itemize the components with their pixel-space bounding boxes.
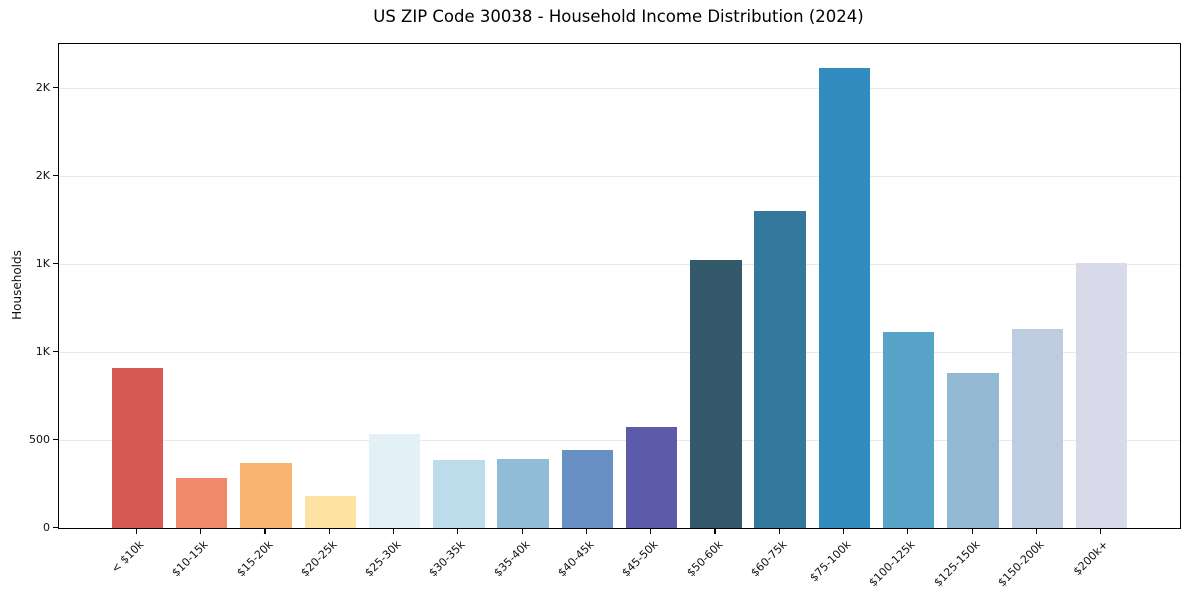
bar: [240, 462, 292, 528]
x-tick-mark: [393, 529, 395, 534]
x-tick-label: $20-25k: [298, 538, 340, 580]
y-tick-label: 1K: [35, 344, 50, 358]
y-tick-mark: [53, 350, 58, 352]
y-tick-label: 2K: [35, 168, 50, 182]
bar: [497, 459, 549, 528]
x-tick-label: $125-150k: [931, 538, 983, 590]
x-tick-label: $15-20k: [233, 538, 276, 580]
y-tick-mark: [53, 526, 58, 528]
y-gridline: [59, 176, 1180, 177]
x-tick-mark: [1035, 529, 1037, 534]
x-tick-mark: [328, 529, 330, 534]
x-tick-label: $40-45k: [555, 538, 597, 580]
x-tick-label: $150-200k: [995, 538, 1047, 590]
bar: [1011, 328, 1063, 528]
bar: [690, 260, 742, 528]
y-tick-label: 0: [43, 520, 50, 534]
chart-title: US ZIP Code 30038 - Household Income Dis…: [373, 7, 864, 26]
y-tick-label: 2K: [35, 80, 50, 94]
x-tick-mark: [778, 529, 780, 534]
y-tick-mark: [53, 174, 58, 176]
bar: [111, 367, 164, 528]
plot-area: [58, 43, 1181, 529]
x-tick-label: $10-15k: [169, 538, 211, 580]
x-tick-mark: [842, 529, 845, 534]
x-tick-mark: [200, 529, 202, 534]
x-tick-mark: [135, 529, 138, 534]
bar: [818, 67, 871, 528]
bar: [754, 211, 806, 528]
y-tick-label: 500: [29, 432, 50, 446]
bar: [304, 495, 356, 528]
y-gridline: [59, 264, 1180, 265]
x-tick-label: $30-35k: [426, 538, 469, 580]
y-tick-label: 1K: [35, 256, 50, 270]
x-tick-mark: [264, 529, 266, 534]
x-tick-mark: [585, 529, 588, 534]
y-tick-mark: [53, 438, 58, 440]
x-tick-label: $50-60k: [683, 538, 726, 580]
x-tick-label: $200k+: [1070, 538, 1111, 579]
y-gridline: [59, 440, 1180, 441]
x-tick-mark: [971, 529, 973, 534]
y-tick-mark: [53, 86, 58, 88]
x-tick-label: < $10k: [109, 538, 147, 576]
x-tick-label: $35-40k: [491, 538, 533, 580]
y-gridline: [59, 88, 1180, 89]
bar: [368, 433, 421, 528]
x-tick-label: $100-125k: [866, 538, 918, 590]
x-tick-mark: [907, 529, 909, 534]
bar: [175, 478, 228, 528]
bar: [433, 460, 485, 528]
x-tick-mark: [457, 529, 459, 534]
x-tick-label: $25-30k: [362, 538, 404, 580]
x-tick-label: $60-75k: [748, 538, 790, 580]
x-tick-mark: [650, 529, 652, 534]
x-tick-label: $45-50k: [619, 538, 661, 580]
bar: [883, 331, 935, 528]
bar: [625, 426, 678, 528]
y-gridline: [59, 352, 1180, 353]
x-tick-mark: [521, 529, 523, 534]
x-tick-label: $75-100k: [807, 538, 854, 585]
x-tick-mark: [714, 529, 716, 534]
x-tick-mark: [1100, 529, 1102, 534]
bar: [947, 373, 999, 528]
y-tick-mark: [53, 262, 58, 264]
bar: [1075, 262, 1128, 528]
bar: [561, 450, 614, 528]
